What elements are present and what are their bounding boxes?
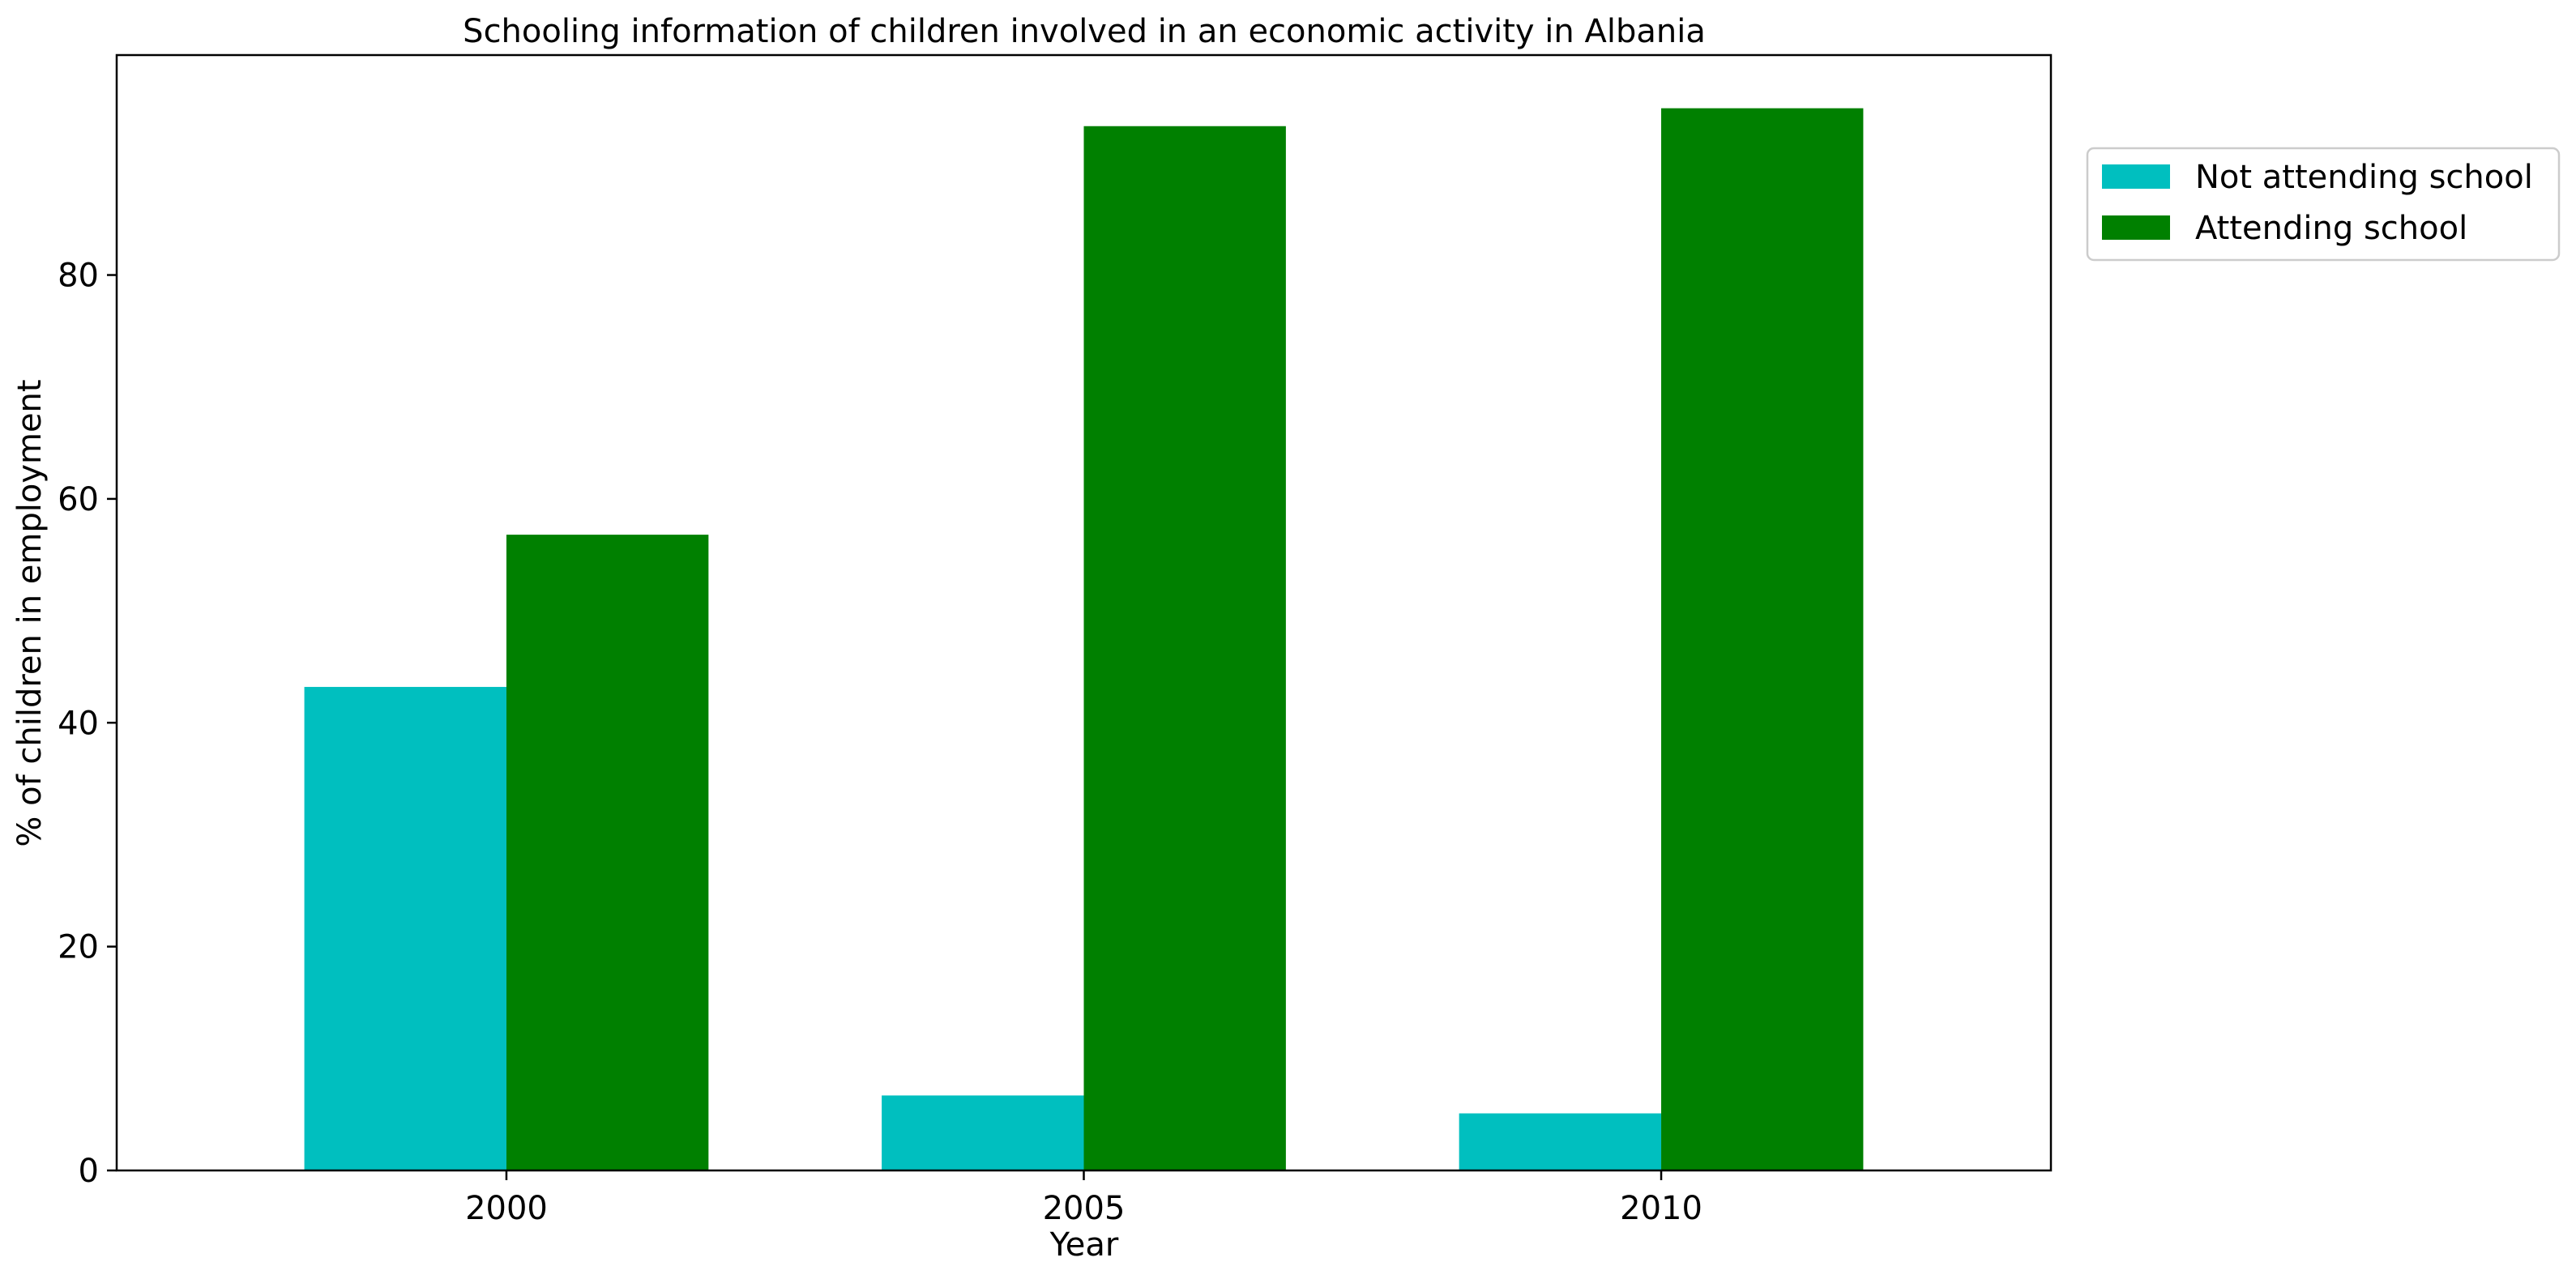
bar-not-attending-2010: [1459, 1113, 1662, 1170]
bars-layer: [304, 108, 1864, 1171]
bar-not-attending-2000: [304, 687, 506, 1170]
legend-label-attending: Attending school: [2195, 210, 2467, 247]
plot-frame: [115, 53, 2053, 1172]
y-tick-label: 60: [58, 481, 99, 518]
legend-swatch-attending: [2102, 215, 2170, 240]
y-tick-label: 20: [58, 929, 99, 966]
y-axis-title: % of children in employment: [11, 379, 49, 846]
legend: Not attending school Attending school: [2086, 147, 2561, 262]
bar-not-attending-2005: [882, 1095, 1084, 1170]
x-tick-label-2005: 2005: [1043, 1190, 1126, 1227]
y-tick-label: 80: [58, 258, 99, 295]
legend-swatch-not-attending: [2102, 164, 2170, 189]
legend-frame: [2086, 147, 2561, 262]
chart-title: Schooling information of children involv…: [463, 13, 1706, 50]
y-tick-label: 0: [79, 1153, 99, 1190]
bar-attending-2010: [1661, 108, 1864, 1171]
axes-layer: 0 20 40 60 80 2000 2005 2010: [58, 258, 1702, 1227]
y-tick-label: 40: [58, 705, 99, 742]
x-axis-title: Year: [1049, 1226, 1119, 1264]
x-tick-label-2010: 2010: [1620, 1190, 1702, 1227]
x-tick-label-2000: 2000: [465, 1190, 548, 1227]
legend-label-not-attending: Not attending school: [2195, 159, 2533, 196]
bar-attending-2005: [1083, 126, 1286, 1171]
bar-attending-2000: [506, 535, 709, 1170]
